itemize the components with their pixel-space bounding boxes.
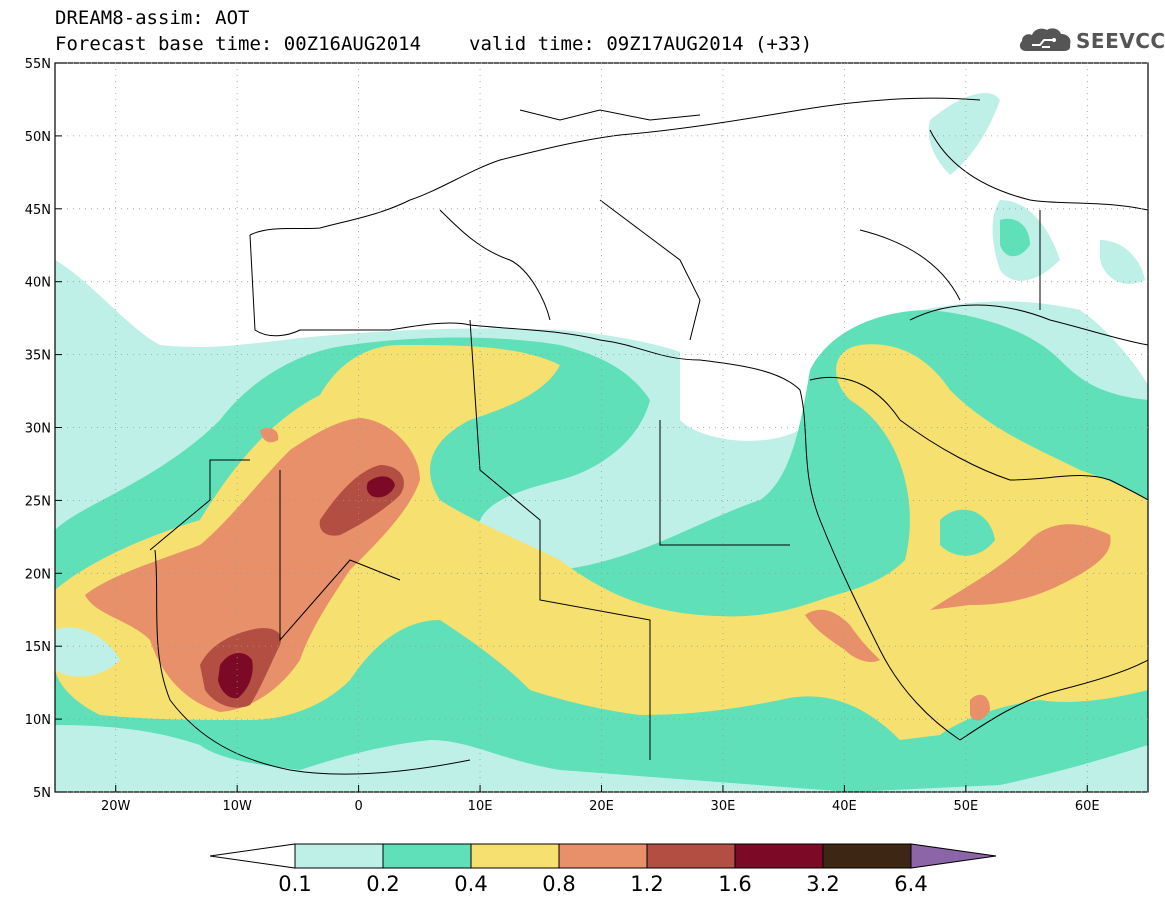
forecast-base-time: Forecast base time: 00Z16AUG2014 (55, 33, 422, 55)
lat-tick-label: 15N (25, 640, 51, 655)
colorbar-bin (470, 843, 560, 869)
colorbar: 0.1 0.2 0.4 0.8 1.2 1.6 3.2 6.4 (209, 843, 997, 896)
lat-tick-label: 55N (25, 57, 51, 72)
lat-tick-label: 45N (25, 203, 51, 218)
coastlines (149, 97, 1148, 775)
valid-time: valid time: 09Z17AUG2014 (+33) (469, 33, 813, 55)
colorbar-label: 3.2 (806, 872, 839, 896)
lat-tick-label: 40N (25, 276, 51, 291)
model-title: DREAM8-assim: AOT (55, 7, 250, 29)
seevccc-logo: SEEVCCC (1018, 25, 1165, 55)
colorbar-bin (646, 843, 736, 869)
colorbar-bin (734, 843, 824, 869)
time-line: Forecast base time: 00Z16AUG2014 valid ti… (55, 34, 812, 54)
lat-tick-label: 10N (25, 713, 51, 728)
colorbar-label: 0.4 (454, 872, 487, 896)
lon-tick-label: 10W (222, 799, 252, 814)
colorbar-bin (822, 843, 912, 869)
colorbar-bin (294, 843, 384, 869)
colorbar-label: 0.8 (542, 872, 575, 896)
lon-tick-label: 20W (101, 799, 131, 814)
logo-text: SEEVCCC (1076, 29, 1165, 53)
lat-tick-label: 20N (25, 567, 51, 582)
lat-tick-label: 5N (33, 786, 51, 801)
colorbar-high-arrow (910, 843, 997, 869)
cloud-logo-icon (1019, 28, 1071, 51)
lon-tick-label: 20E (589, 799, 614, 814)
colorbar-bin (558, 843, 648, 869)
colorbar-label: 1.2 (630, 872, 663, 896)
lat-tick-label: 35N (25, 349, 51, 364)
colorbar-low-arrow (209, 843, 296, 869)
lon-tick-label: 40E (832, 799, 857, 814)
lat-tick-label: 30N (25, 422, 51, 437)
lon-tick-label: 30E (711, 799, 736, 814)
lon-tick-label: 50E (953, 799, 978, 814)
lat-tick-label: 25N (25, 494, 51, 509)
lon-tick-label: 0 (354, 799, 362, 814)
lon-tick-label: 60E (1075, 799, 1100, 814)
axis-ticks: 20W 10W 0 10E 20E 30E 40E 50E 60E 5N 10N 15N 20N 25N 3… (25, 57, 1100, 814)
colorbar-label: 6.4 (894, 872, 927, 896)
lat-tick-label: 50N (25, 130, 51, 145)
colorbar-label: 0.1 (278, 872, 311, 896)
colorbar-bin (382, 843, 472, 869)
lon-tick-label: 10E (468, 799, 493, 814)
colorbar-label: 1.6 (718, 872, 751, 896)
colorbar-label: 0.2 (366, 872, 399, 896)
